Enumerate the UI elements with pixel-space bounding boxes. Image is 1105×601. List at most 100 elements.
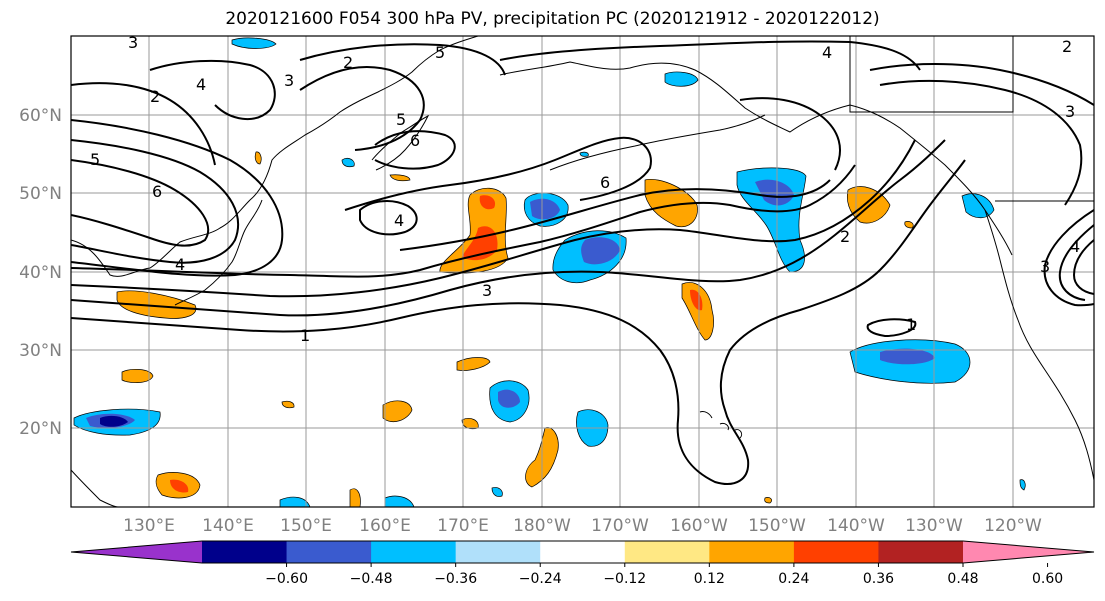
contour-label: 4 [394,211,404,230]
contour-label: 3 [284,71,294,90]
contour-label: 4 [175,255,185,274]
colorbar-swatch [371,541,457,563]
lat-label: 20°N [19,419,62,439]
pv-contour-2 [71,139,946,317]
contour-label: 5 [90,150,100,169]
pv-contour-trough-east-1 [1043,209,1094,307]
colorbar-tick-label: 0.48 [947,571,978,587]
colorbar-tick-label: 0.12 [694,571,725,587]
colorbar-tick-label: −0.48 [350,571,393,587]
pv-contours [71,40,1094,485]
pv-contour-arctic-4b [739,97,841,171]
contour-label: 1 [300,326,310,345]
precip-anomaly-positive [681,282,714,341]
colorbar-tick-label: −0.60 [265,571,308,587]
pv-contour-6 [344,136,652,211]
lat-label: 40°N [19,263,62,283]
contour-label: 5 [435,43,445,62]
lon-label: 160°W [670,516,728,536]
colorbar-tick-label: 0.60 [1032,571,1063,587]
contour-label: 6 [600,173,610,192]
colorbar-tick-label: 0.36 [863,571,894,587]
colorbar-tick-label: −0.36 [434,571,477,587]
colorbar-tick-label: 0.24 [778,571,809,587]
lon-label: 140°W [827,516,885,536]
contour-label: 3 [128,33,138,52]
coastline-japan [174,199,263,306]
map-title: 2020121600 F054 300 hPa PV, precipitatio… [225,9,880,29]
pv-contour-north-4 [299,66,425,151]
contour-label: 6 [410,131,420,150]
latitude-labels: 60°N 50°N 40°N 30°N 20°N [19,106,62,439]
colorbar-swatch [624,541,710,563]
coastline-hawaii [699,411,743,439]
colorbar-extend-high [963,541,1094,563]
precip-anomaly-strong [170,479,189,493]
pv-contour-small-1 [866,318,917,338]
colorbar: −0.60 −0.48 −0.36 −0.24 −0.12 0.12 0.24 0.36 0.4… [70,540,1095,587]
precip-anomaly-positive [764,497,772,504]
contour-label: 4 [822,43,832,62]
lon-label: 180°W [513,516,571,536]
coastline-alaska [499,61,1013,256]
pv-contour-north-3 [71,82,216,166]
pv-contour-1 [71,159,966,485]
coastlines [71,36,1094,507]
lon-label: 150°W [748,516,806,536]
contour-label: 2 [150,87,160,106]
contour-label: 2 [1062,37,1072,56]
colorbar-swatch [455,541,541,563]
precip-anomaly-positive [456,357,491,371]
pv-contour-trough-east-2 [1058,224,1094,301]
contour-label: 3 [482,281,492,300]
contour-label: 4 [1070,237,1080,256]
contour-label: 2 [343,53,353,72]
map-frame [70,35,1095,508]
lon-label: 120°W [984,516,1042,536]
precip-anomaly-negative [231,37,277,49]
contour-label: 4 [196,75,206,94]
colorbar-swatch [286,541,372,563]
precip-anomaly-strongest [100,415,128,427]
precip-anomaly-moderate [498,389,520,408]
pv-contour-trough-east-3 [1072,239,1094,295]
pv-contour-4 [71,164,856,278]
lat-label: 30°N [19,341,62,361]
pv-contour-east-2 [879,79,1083,206]
precip-anomaly-negative [664,71,699,87]
pv-contour-labels: 3 5 2 4 2 3 5 6 4 6 6 4 5 4 3 2 1 1 2 3 … [90,33,1080,345]
precip-anomaly-positive [389,174,411,182]
colorbar-tick-label: −0.24 [519,571,562,587]
colorbar-tick-label: −0.12 [603,571,646,587]
lon-label: 160°E [359,516,411,536]
precip-anomaly-negative [384,495,415,507]
pv-contour-west-4 [71,119,284,277]
contour-label: 2 [840,227,850,246]
precip-anomaly-moderate [880,348,935,365]
precip-anomaly-moderate [530,198,560,220]
coastline-aleutians [549,114,766,171]
longitude-labels: 130°E 140°E 150°E 160°E 170°E 180°W 170°… [123,516,1042,536]
pv-contour-north-2 [149,59,276,121]
precip-anomaly-positive [254,151,262,165]
contour-label: 3 [1040,257,1050,276]
precip-anomaly-positive [281,400,295,409]
pv-contour-east-3 [869,63,1094,106]
contour-label: 5 [396,110,406,129]
coastline-kamchatka [371,114,430,171]
colorbar-swatch [793,541,879,563]
lat-label: 50°N [19,184,62,204]
pv-contour-5 [399,179,831,251]
lon-label: 130°E [123,516,175,536]
colorbar-swatch [540,541,626,563]
border-canada-us [849,36,1014,113]
lon-label: 130°W [905,516,963,536]
lon-label: 140°E [202,516,254,536]
contour-label: 1 [906,315,916,334]
contour-label: 6 [152,182,162,201]
precip-anomaly-positive [904,221,914,229]
coastline-north-america-west [984,209,1094,481]
pv-contour-arctic-4 [499,40,921,71]
precip-anomaly-negative [279,496,311,507]
colorbar-outline [70,540,1095,564]
